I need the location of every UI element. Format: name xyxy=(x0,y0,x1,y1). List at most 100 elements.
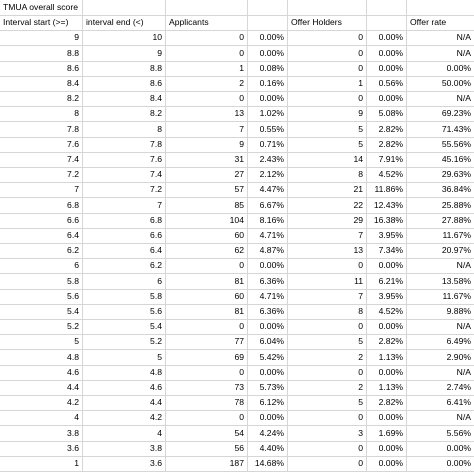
table-cell[interactable]: 7.2 xyxy=(83,182,166,199)
column-header[interactable]: Interval start (>=) xyxy=(0,15,83,32)
table-cell[interactable]: 2.82% xyxy=(367,121,407,138)
table-cell[interactable]: N/A xyxy=(407,365,474,381)
table-cell[interactable]: 54 xyxy=(166,425,248,442)
table-cell[interactable]: 0.00% xyxy=(407,441,474,457)
table-cell[interactable]: 0 xyxy=(166,364,248,381)
table-cell[interactable]: 0 xyxy=(166,30,248,47)
table-cell[interactable]: 5.6 xyxy=(0,288,83,305)
table-cell[interactable]: 77 xyxy=(166,334,248,351)
table-cell[interactable]: 0.08% xyxy=(248,60,288,77)
table-cell[interactable]: 73 xyxy=(166,380,248,396)
table-cell[interactable]: 45.16% xyxy=(407,152,474,168)
table-cell[interactable]: 11.86% xyxy=(367,182,407,199)
table-cell[interactable]: 8 xyxy=(0,106,83,123)
table-cell[interactable]: 5.6 xyxy=(83,304,166,320)
table-cell[interactable]: 3.8 xyxy=(0,425,83,442)
table-cell[interactable]: 7 xyxy=(288,288,367,305)
table-cell[interactable]: 2.82% xyxy=(367,136,407,153)
table-cell[interactable]: 4.2 xyxy=(0,395,83,412)
empty-cell[interactable] xyxy=(367,0,407,16)
table-cell[interactable]: 8 xyxy=(83,121,166,138)
table-cell[interactable]: 11 xyxy=(288,273,367,290)
table-cell[interactable]: 6.4 xyxy=(0,228,83,244)
table-cell[interactable]: 4.4 xyxy=(0,380,83,396)
table-cell[interactable]: 0.71% xyxy=(248,136,288,153)
table-cell[interactable]: 0.00% xyxy=(367,410,407,427)
table-cell[interactable]: 6.41% xyxy=(407,395,474,412)
table-cell[interactable]: N/A xyxy=(407,319,474,336)
table-cell[interactable]: N/A xyxy=(407,410,474,427)
table-cell[interactable]: 55.56% xyxy=(407,137,474,153)
table-cell[interactable]: 14 xyxy=(288,152,367,168)
table-cell[interactable]: 2.90% xyxy=(407,350,474,366)
table-cell[interactable]: 0 xyxy=(288,45,367,62)
table-cell[interactable]: 5.56% xyxy=(407,426,474,442)
table-cell[interactable]: 81 xyxy=(166,304,248,320)
table-cell[interactable]: 25.88% xyxy=(407,198,474,214)
table-cell[interactable]: 5.4 xyxy=(83,319,166,336)
table-cell[interactable]: 7 xyxy=(166,121,248,138)
table-cell[interactable]: 0.00% xyxy=(367,440,407,457)
table-cell[interactable]: 2.82% xyxy=(367,334,407,351)
table-cell[interactable]: 36.84% xyxy=(407,182,474,199)
table-cell[interactable]: 57 xyxy=(166,182,248,199)
table-cell[interactable]: 7.4 xyxy=(0,152,83,168)
table-cell[interactable]: 8.16% xyxy=(248,212,288,229)
table-cell[interactable]: 2 xyxy=(166,76,248,92)
column-header[interactable] xyxy=(367,15,407,32)
table-cell[interactable]: 4.52% xyxy=(367,304,407,320)
empty-cell[interactable] xyxy=(83,0,166,16)
table-cell[interactable]: 0.00% xyxy=(367,319,407,336)
table-cell[interactable]: 20.97% xyxy=(407,243,474,260)
table-cell[interactable]: N/A xyxy=(407,30,474,47)
table-cell[interactable]: 4.24% xyxy=(248,425,288,442)
table-cell[interactable]: 6.2 xyxy=(83,258,166,275)
table-cell[interactable]: 0 xyxy=(166,91,248,108)
table-cell[interactable]: 8 xyxy=(288,167,367,184)
table-cell[interactable]: N/A xyxy=(407,91,474,108)
sheet-title[interactable]: TMUA overall score xyxy=(0,0,83,16)
table-cell[interactable]: 0 xyxy=(288,30,367,47)
table-cell[interactable]: 29 xyxy=(288,212,367,229)
table-cell[interactable]: 1 xyxy=(166,60,248,77)
table-cell[interactable]: 50.00% xyxy=(407,76,474,92)
column-header[interactable]: interval end (<) xyxy=(83,15,166,32)
table-cell[interactable]: 4 xyxy=(83,425,166,442)
table-cell[interactable]: 8.2 xyxy=(83,106,166,123)
table-cell[interactable]: 0.00% xyxy=(367,364,407,381)
table-cell[interactable]: 0.00% xyxy=(367,45,407,62)
table-cell[interactable]: 5.8 xyxy=(83,288,166,305)
table-cell[interactable]: 9 xyxy=(166,136,248,153)
table-cell[interactable]: 9 xyxy=(0,30,83,47)
table-cell[interactable]: 7.91% xyxy=(367,152,407,168)
table-cell[interactable]: 6.6 xyxy=(83,228,166,244)
table-cell[interactable]: 10 xyxy=(83,30,166,47)
table-cell[interactable]: 3.8 xyxy=(83,440,166,457)
table-cell[interactable]: 13 xyxy=(288,243,367,260)
table-cell[interactable]: 0 xyxy=(288,410,367,427)
table-cell[interactable]: 0.00% xyxy=(248,410,288,427)
table-cell[interactable]: 2 xyxy=(288,380,367,396)
table-cell[interactable]: 5.2 xyxy=(0,319,83,336)
table-cell[interactable]: 1.13% xyxy=(367,349,407,366)
table-cell[interactable]: 0.00% xyxy=(407,61,474,77)
table-cell[interactable]: 7.34% xyxy=(367,243,407,260)
column-header[interactable]: Offer Holders xyxy=(288,15,367,32)
table-cell[interactable]: N/A xyxy=(407,46,474,62)
table-cell[interactable]: 0 xyxy=(166,45,248,62)
table-cell[interactable]: 0.00% xyxy=(248,258,288,275)
table-cell[interactable]: 14.68% xyxy=(248,456,288,472)
table-cell[interactable]: 0.00% xyxy=(407,456,474,472)
table-cell[interactable]: 5.4 xyxy=(0,304,83,320)
table-cell[interactable]: 0 xyxy=(288,91,367,108)
table-cell[interactable]: 27.88% xyxy=(407,213,474,229)
table-cell[interactable]: 22 xyxy=(288,197,367,214)
table-cell[interactable]: 2.82% xyxy=(367,395,407,412)
table-cell[interactable]: 21 xyxy=(288,182,367,199)
table-cell[interactable]: 69 xyxy=(166,349,248,366)
table-cell[interactable]: 11.67% xyxy=(407,289,474,305)
table-cell[interactable]: 0 xyxy=(288,60,367,77)
table-cell[interactable]: 5.2 xyxy=(83,334,166,351)
table-cell[interactable]: 9 xyxy=(83,45,166,62)
empty-cell[interactable] xyxy=(248,0,288,16)
